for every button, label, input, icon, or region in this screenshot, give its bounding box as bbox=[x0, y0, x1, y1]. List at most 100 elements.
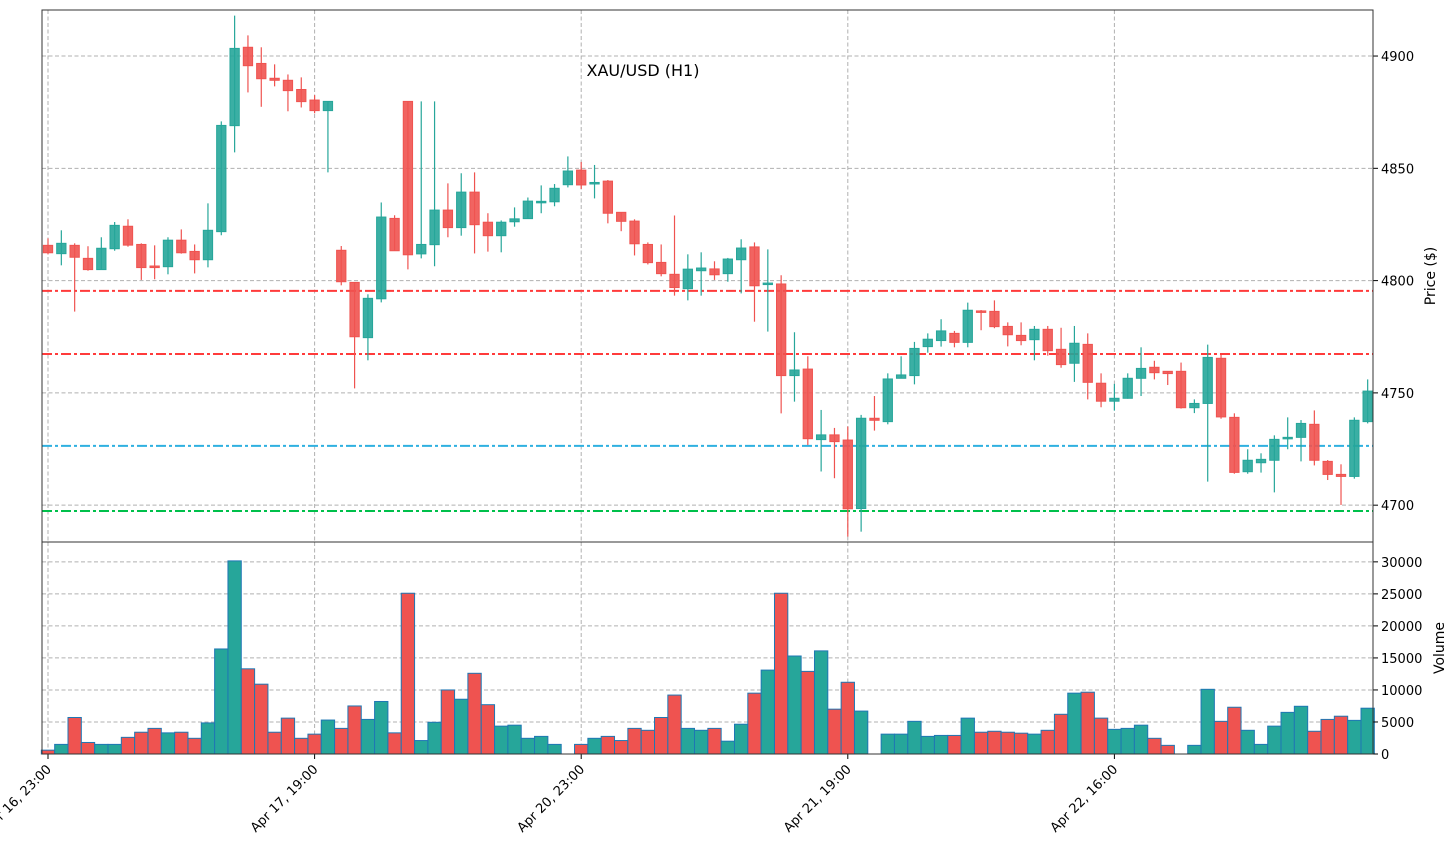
candle-body bbox=[1122, 377, 1133, 399]
volume-bar bbox=[1213, 720, 1229, 755]
volume-bar bbox=[134, 731, 149, 755]
candle-body bbox=[349, 281, 360, 338]
volume-bar bbox=[440, 689, 456, 755]
volume-bar bbox=[1147, 737, 1162, 755]
volume-bar bbox=[94, 743, 109, 755]
candle-body bbox=[576, 169, 587, 186]
candle-body bbox=[1149, 366, 1160, 374]
level-lines bbox=[42, 289, 1373, 513]
volume-bar bbox=[947, 734, 962, 755]
volume-bar bbox=[574, 743, 589, 755]
volume-bar bbox=[880, 733, 895, 755]
candle-body bbox=[362, 297, 374, 339]
candle-body bbox=[429, 209, 440, 246]
candle-body bbox=[722, 258, 733, 275]
candle-body bbox=[1042, 328, 1053, 352]
volume-bar bbox=[80, 741, 96, 755]
candle-body bbox=[256, 62, 267, 80]
volume-bar bbox=[1307, 730, 1322, 755]
x-tick-label: Apr 16, 23:00 bbox=[0, 762, 55, 835]
x-tick-label: Apr 21, 19:00 bbox=[781, 762, 854, 835]
gridlines bbox=[42, 10, 1373, 755]
candle-body bbox=[82, 257, 94, 271]
volume-bar bbox=[1107, 728, 1122, 755]
candle-body bbox=[642, 243, 654, 264]
volume-bar bbox=[1333, 715, 1349, 755]
candle-body bbox=[189, 250, 200, 261]
volume-bar bbox=[200, 722, 216, 755]
candle-body bbox=[162, 239, 174, 268]
candle-body bbox=[815, 434, 827, 441]
candle-body bbox=[1002, 325, 1013, 336]
volume-bar bbox=[534, 735, 549, 755]
volume-bar bbox=[467, 672, 482, 755]
volume-bar bbox=[707, 727, 722, 755]
candle-body bbox=[469, 191, 480, 226]
volume-bar bbox=[547, 743, 562, 755]
volume-bar bbox=[54, 743, 69, 755]
volume-bar bbox=[1200, 688, 1215, 755]
candle-body bbox=[202, 229, 214, 261]
candle-body bbox=[296, 88, 307, 103]
volume-bar bbox=[454, 698, 469, 755]
candle-body bbox=[1162, 370, 1173, 375]
volume-bar bbox=[174, 731, 189, 755]
candle-body bbox=[1309, 423, 1320, 461]
volume-tick-label: 0 bbox=[1381, 748, 1389, 763]
candle-body bbox=[669, 273, 680, 289]
volume-bar bbox=[1360, 707, 1375, 755]
volume-bar bbox=[627, 727, 642, 755]
volume-bar bbox=[387, 732, 402, 755]
candle-body bbox=[122, 225, 134, 246]
volume-tick-label: 20000 bbox=[1381, 620, 1422, 635]
candle-body bbox=[1109, 397, 1120, 402]
volume-bar bbox=[1133, 724, 1149, 755]
volume-bar bbox=[494, 725, 509, 755]
volume-bar bbox=[760, 669, 775, 755]
candle-body bbox=[736, 247, 747, 261]
volume-bar bbox=[1040, 729, 1055, 755]
candle-body bbox=[1029, 328, 1040, 341]
volume-tick-label: 15000 bbox=[1381, 652, 1422, 667]
candle-body bbox=[442, 209, 454, 229]
volume-bar bbox=[907, 720, 922, 755]
volume-bar bbox=[1013, 732, 1029, 755]
candle-body bbox=[416, 243, 427, 255]
candle-body bbox=[1229, 416, 1240, 473]
candle-body bbox=[176, 239, 187, 254]
candle-body bbox=[602, 180, 614, 214]
candle-body bbox=[1189, 402, 1200, 409]
volume-bar bbox=[1000, 731, 1015, 755]
volume-tick-label: 30000 bbox=[1381, 556, 1422, 571]
candle-body bbox=[909, 347, 920, 377]
candle-body bbox=[975, 310, 987, 313]
volume-bar bbox=[160, 732, 176, 755]
volume-bar bbox=[1067, 692, 1082, 755]
volume-bar bbox=[987, 730, 1002, 755]
candle-body bbox=[109, 224, 120, 250]
candle-body bbox=[656, 261, 667, 275]
candle-body bbox=[1082, 343, 1093, 383]
volume-bar bbox=[600, 735, 616, 755]
volume-tick-label: 10000 bbox=[1381, 684, 1422, 699]
candle-body bbox=[802, 368, 813, 440]
volume-bar bbox=[1320, 718, 1335, 755]
candle-body bbox=[482, 221, 494, 237]
candles bbox=[42, 15, 1373, 537]
volume-tick-label: 5000 bbox=[1381, 716, 1414, 731]
candle-body bbox=[949, 332, 960, 343]
candle-body bbox=[989, 310, 1000, 328]
candle-body bbox=[962, 309, 973, 343]
candle-body bbox=[1135, 367, 1147, 379]
volume-bar bbox=[1227, 706, 1242, 755]
price-tick-label: 4800 bbox=[1381, 275, 1414, 290]
candle-body bbox=[536, 200, 547, 204]
volume-bar bbox=[813, 650, 829, 755]
volume-bar bbox=[1187, 744, 1202, 755]
volume-bar bbox=[360, 718, 376, 755]
volume-bar bbox=[320, 719, 336, 755]
candle-body bbox=[1015, 334, 1027, 342]
volume-bar bbox=[120, 736, 136, 755]
candle-body bbox=[562, 170, 574, 186]
